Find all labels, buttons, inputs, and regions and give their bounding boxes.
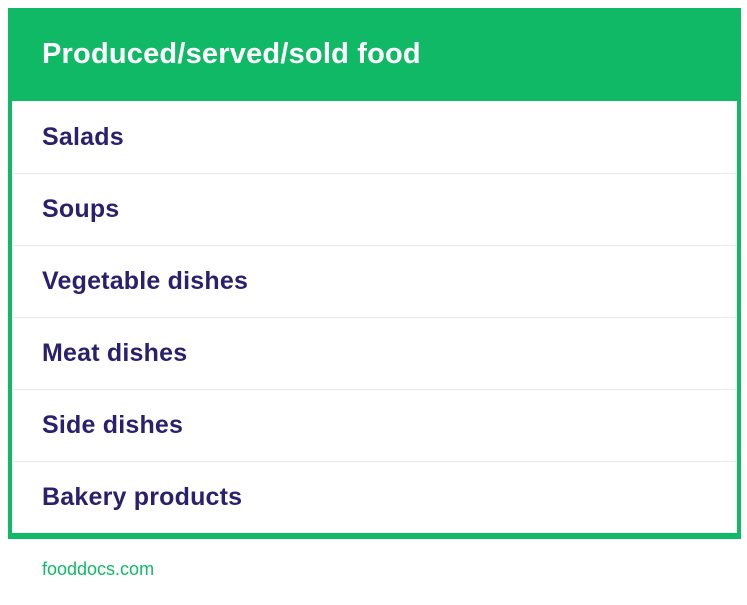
table-row: Salads (42, 122, 124, 151)
table-header: Produced/served/sold food (8, 8, 741, 101)
table-row: Bakery products (12, 461, 737, 533)
table-row: Meat dishes (12, 317, 737, 389)
footer: fooddocs.com (42, 559, 154, 580)
table-title: Produced/served/sold food (42, 38, 421, 70)
table-body: Salads Soups Vegetable dishes Meat dishe… (8, 101, 741, 539)
table-row: Soups (12, 173, 737, 245)
fooddocs-link[interactable]: fooddocs.com (42, 559, 155, 579)
table-row: Vegetable dishes (12, 245, 737, 317)
food-categories-table: Produced/served/sold food Salads Soups V… (8, 8, 741, 539)
table-row: Side dishes (12, 389, 737, 461)
